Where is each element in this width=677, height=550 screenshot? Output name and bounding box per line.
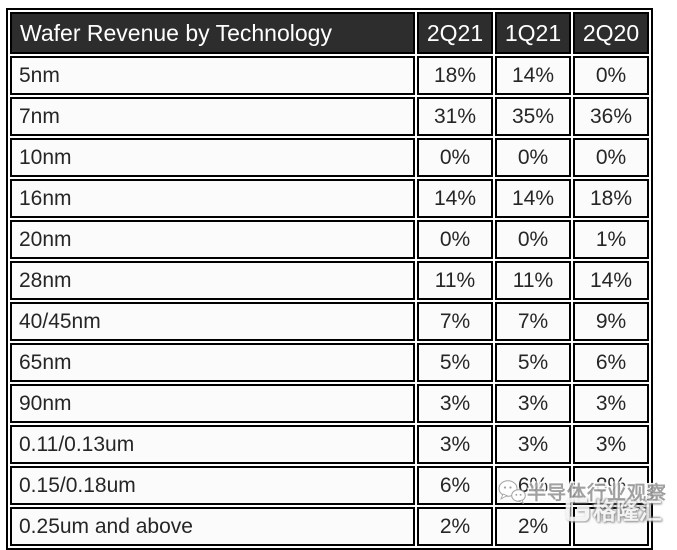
row-label: 0.25um and above xyxy=(10,507,415,546)
row-label: 0.11/0.13um xyxy=(10,425,415,464)
row-label: 7nm xyxy=(10,97,415,136)
row-label: 10nm xyxy=(10,138,415,177)
row-value: 5% xyxy=(495,343,571,382)
table-row: 90nm 3% 3% 3% xyxy=(10,384,649,423)
page: Wafer Revenue by Technology 2Q21 1Q21 2Q… xyxy=(6,8,666,550)
header-2q21: 2Q21 xyxy=(417,12,493,54)
row-value: 5% xyxy=(417,343,493,382)
row-value: 14% xyxy=(417,179,493,218)
row-value: 31% xyxy=(417,97,493,136)
header-row: Wafer Revenue by Technology 2Q21 1Q21 2Q… xyxy=(10,12,649,54)
row-value: 14% xyxy=(495,179,571,218)
row-value: 0% xyxy=(417,138,493,177)
row-value: 6% xyxy=(417,466,493,505)
row-value: 0% xyxy=(573,56,649,95)
table-row: 0.15/0.18um 6% 6% 8% xyxy=(10,466,649,505)
table-row: 7nm 31% 35% 36% xyxy=(10,97,649,136)
header-2q20: 2Q20 xyxy=(573,12,649,54)
row-value: 18% xyxy=(573,179,649,218)
table-row: 65nm 5% 5% 6% xyxy=(10,343,649,382)
row-label: 40/45nm xyxy=(10,302,415,341)
row-value: 3% xyxy=(417,425,493,464)
table-row: 10nm 0% 0% 0% xyxy=(10,138,649,177)
table-row: 28nm 11% 11% 14% xyxy=(10,261,649,300)
row-value xyxy=(573,507,649,546)
table-row: 16nm 14% 14% 18% xyxy=(10,179,649,218)
row-value: 2% xyxy=(417,507,493,546)
row-value: 11% xyxy=(417,261,493,300)
row-label: 0.15/0.18um xyxy=(10,466,415,505)
row-value: 3% xyxy=(573,425,649,464)
table-row: 0.25um and above 2% 2% xyxy=(10,507,649,546)
row-value: 3% xyxy=(495,425,571,464)
row-label: 65nm xyxy=(10,343,415,382)
row-value: 8% xyxy=(573,466,649,505)
header-1q21: 1Q21 xyxy=(495,12,571,54)
row-value: 14% xyxy=(495,56,571,95)
row-value: 3% xyxy=(573,384,649,423)
row-value: 1% xyxy=(573,220,649,259)
row-value: 0% xyxy=(495,138,571,177)
row-value: 2% xyxy=(495,507,571,546)
row-value: 9% xyxy=(573,302,649,341)
row-value: 11% xyxy=(495,261,571,300)
wafer-revenue-table: Wafer Revenue by Technology 2Q21 1Q21 2Q… xyxy=(6,8,653,550)
row-label: 28nm xyxy=(10,261,415,300)
row-value: 6% xyxy=(573,343,649,382)
row-value: 35% xyxy=(495,97,571,136)
row-value: 0% xyxy=(573,138,649,177)
row-label: 16nm xyxy=(10,179,415,218)
table-row: 20nm 0% 0% 1% xyxy=(10,220,649,259)
row-value: 18% xyxy=(417,56,493,95)
row-value: 36% xyxy=(573,97,649,136)
row-value: 7% xyxy=(417,302,493,341)
row-label: 90nm xyxy=(10,384,415,423)
table-row: 0.11/0.13um 3% 3% 3% xyxy=(10,425,649,464)
row-label: 5nm xyxy=(10,56,415,95)
row-value: 14% xyxy=(573,261,649,300)
row-value: 0% xyxy=(495,220,571,259)
row-value: 0% xyxy=(417,220,493,259)
row-value: 6% xyxy=(495,466,571,505)
header-title: Wafer Revenue by Technology xyxy=(10,12,415,54)
row-label: 20nm xyxy=(10,220,415,259)
table-row: 5nm 18% 14% 0% xyxy=(10,56,649,95)
row-value: 7% xyxy=(495,302,571,341)
row-value: 3% xyxy=(417,384,493,423)
table-row: 40/45nm 7% 7% 9% xyxy=(10,302,649,341)
row-value: 3% xyxy=(495,384,571,423)
